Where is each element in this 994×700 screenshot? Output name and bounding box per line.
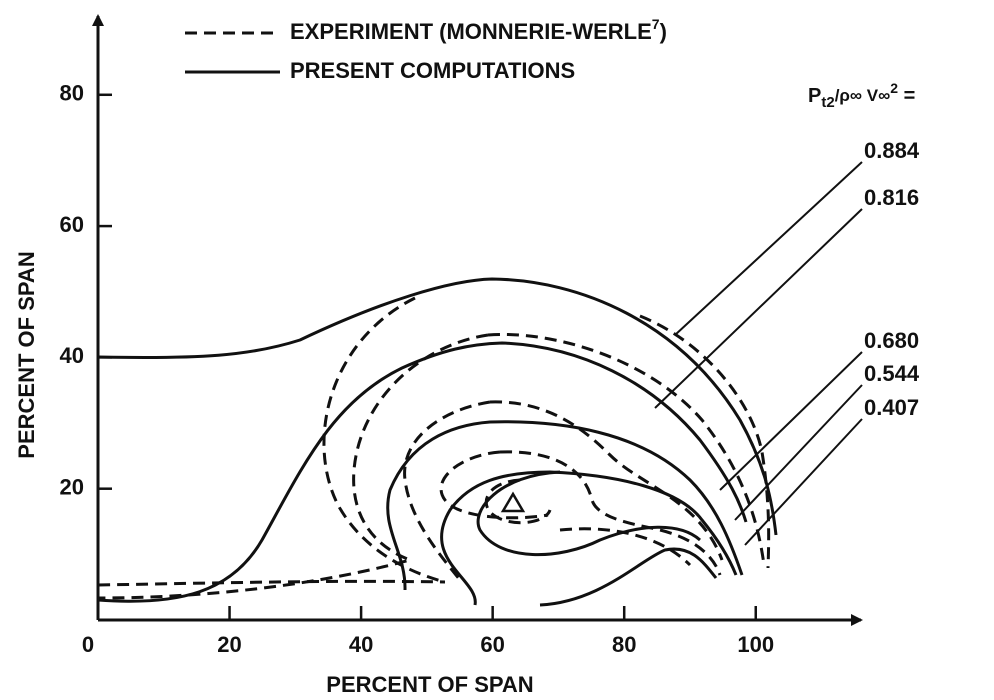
computed-contour	[386, 420, 744, 591]
levels-title-sup: 2	[890, 80, 898, 96]
level-label: 0.816	[864, 185, 919, 210]
levels-title: Pt2/ρ∞ V∞2 =	[808, 80, 915, 111]
levels-title-p: P	[808, 85, 821, 107]
computed-contour	[97, 277, 778, 536]
legend-label: EXPERIMENT (MONNERIE-WERLE7)	[290, 16, 667, 44]
experiment-contour	[499, 450, 722, 576]
x-tick-label: 40	[349, 632, 373, 657]
levels-title-mid: /ρ∞ V∞	[835, 86, 891, 105]
legend-text: EXPERIMENT (MONNERIE-WERLE	[290, 19, 652, 44]
experiment-contour	[439, 450, 549, 520]
experiment-contour	[97, 333, 489, 600]
experiment-contour	[487, 332, 766, 566]
vortex-center-marker	[500, 491, 526, 513]
levels-title-sub: t2	[821, 94, 834, 111]
contour-level	[97, 332, 766, 603]
computed-contour	[97, 341, 748, 603]
levels-title-tail: =	[898, 85, 915, 107]
experiment-contour	[559, 527, 692, 567]
level-leader	[719, 351, 863, 491]
x-tick-label: 20	[217, 632, 241, 657]
y-tick-label: 20	[60, 475, 84, 500]
level-leader	[744, 418, 863, 546]
y-tick-label: 40	[60, 343, 84, 368]
legend: EXPERIMENT (MONNERIE-WERLE7) PRESENT COM…	[185, 16, 667, 83]
experiment-contour	[403, 400, 491, 581]
contour-level	[386, 400, 744, 591]
experiment-contour	[639, 314, 771, 569]
computed-contour	[476, 470, 702, 556]
experiment-contour	[322, 296, 446, 584]
y-tick-label: 60	[60, 212, 84, 237]
y-tick-label: 80	[60, 81, 84, 106]
legend-label: PRESENT COMPUTATIONS	[290, 58, 575, 83]
level-label: 0.884	[864, 138, 920, 163]
y-axis-label: PERCENT OF SPAN	[14, 251, 39, 458]
experiment-contour	[484, 478, 552, 525]
level-label: 0.544	[864, 361, 920, 386]
legend-tail: )	[660, 19, 667, 44]
legend-sup: 7	[652, 16, 660, 32]
contour-level	[97, 277, 778, 587]
level-label: 0.680	[864, 328, 919, 353]
computed-contour	[539, 547, 718, 607]
x-tick-label: 60	[480, 632, 504, 657]
experiment-contour	[489, 400, 724, 561]
level-leader	[654, 208, 863, 409]
x-axis-label: PERCENT OF SPAN	[326, 672, 533, 697]
contour-level	[476, 470, 718, 607]
level-leader	[734, 384, 863, 521]
level-leader	[674, 161, 863, 336]
experiment-contour	[97, 579, 446, 587]
level-label: 0.407	[864, 395, 919, 420]
x-tick-label: 80	[612, 632, 636, 657]
x-tick-label: 0	[82, 632, 94, 657]
x-tick-label: 100	[737, 632, 774, 657]
